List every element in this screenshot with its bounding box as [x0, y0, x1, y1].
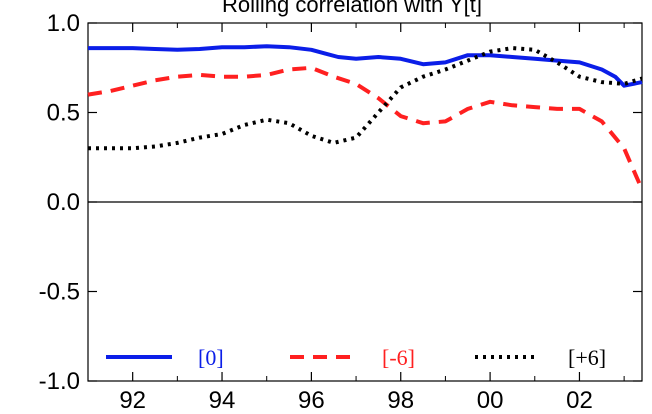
- x-tick-label: 96: [298, 387, 325, 414]
- series-lines: [87, 44, 644, 191]
- x-tick-label: 02: [566, 387, 593, 414]
- axes: 1.0 0.5 0.0 -0.5 -1.0 92 94 96 98 00 02: [39, 10, 643, 414]
- y-tick-label: 0.5: [47, 100, 80, 127]
- x-tick-label: 92: [119, 387, 146, 414]
- legend-label-2: [+6]: [568, 345, 606, 370]
- x-tick-label: 00: [477, 387, 504, 414]
- y-tick-label: 0.0: [47, 189, 80, 216]
- legend: [0] [-6] [+6]: [106, 345, 606, 370]
- x-tick-label: 98: [387, 387, 414, 414]
- chart-title: Rolling correlation with Y[t]: [222, 0, 482, 17]
- y-tick-label: -0.5: [39, 279, 80, 306]
- y-tick-label: -1.0: [39, 368, 80, 395]
- series-line-0: [88, 44, 643, 88]
- legend-label-1: [-6]: [382, 345, 415, 370]
- series-line-1: [87, 65, 644, 191]
- x-tick-label: 94: [209, 387, 236, 414]
- legend-label-0: [0]: [198, 345, 224, 370]
- y-tick-label: 1.0: [47, 10, 80, 37]
- series-line-2: [88, 46, 643, 151]
